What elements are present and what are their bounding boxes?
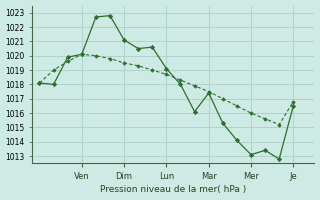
X-axis label: Pression niveau de la mer( hPa ): Pression niveau de la mer( hPa ) bbox=[100, 185, 247, 194]
